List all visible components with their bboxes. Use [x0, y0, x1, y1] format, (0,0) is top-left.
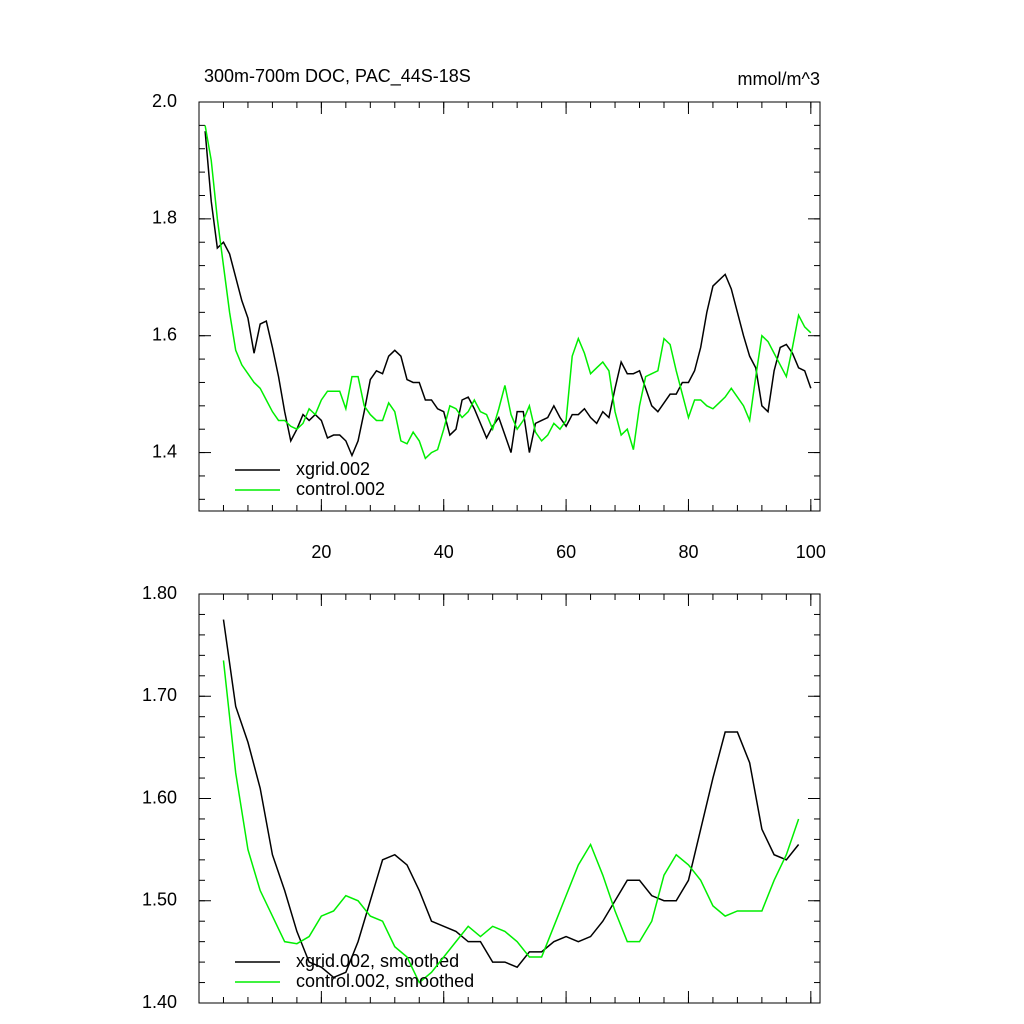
x-tick-label: 80: [678, 542, 698, 562]
legend-label: control.002, smoothed: [296, 971, 474, 991]
y-tick-label: 1.70: [142, 685, 177, 705]
units-label: mmol/m^3: [738, 69, 820, 89]
x-tick-label: 20: [311, 542, 331, 562]
y-tick-label: 1.60: [142, 787, 177, 807]
y-tick-label: 1.50: [142, 890, 177, 910]
y-tick-label: 1.40: [142, 992, 177, 1012]
series-line: [204, 131, 812, 458]
series-line: [222, 619, 800, 979]
y-tick-label: 1.80: [142, 583, 177, 603]
legend-label: xgrid.002: [296, 459, 370, 479]
legend-label: control.002: [296, 479, 385, 499]
y-tick-label: 1.8: [152, 208, 177, 228]
x-tick-label: 40: [434, 542, 454, 562]
series-line: [204, 125, 812, 460]
x-tick-label: 100: [796, 542, 826, 562]
chart-title: 300m-700m DOC, PAC_44S-18S: [204, 66, 471, 87]
y-tick-label: 1.6: [152, 324, 177, 344]
plot-frame: [198, 593, 821, 1004]
y-tick-label: 2.0: [152, 91, 177, 111]
legend-label: xgrid.002, smoothed: [296, 951, 459, 971]
x-tick-label: 60: [556, 542, 576, 562]
y-tick-label: 1.4: [152, 441, 177, 461]
series-line: [222, 660, 800, 984]
plot-frame: [198, 101, 821, 512]
